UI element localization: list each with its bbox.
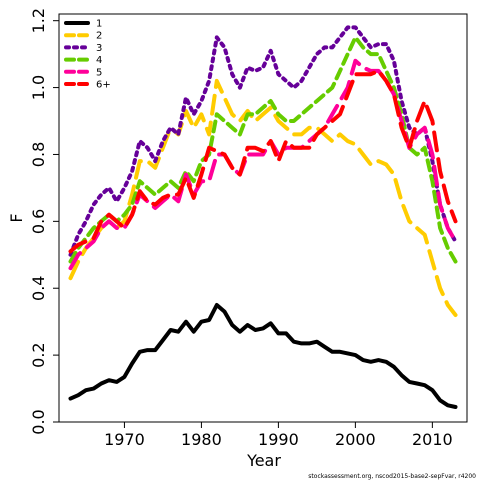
y-tick-label: 1.2 (29, 8, 48, 33)
x-tick-label: 1980 (181, 430, 222, 449)
x-axis: 1970 1980 1990 2000 2010 (104, 422, 453, 449)
x-tick-label: 2010 (412, 430, 453, 449)
y-tick-label: 0.2 (29, 342, 48, 367)
footer-credit: stockassessment.org, nscod2015-base2-sep… (308, 473, 476, 480)
legend-label: 5 (96, 67, 102, 78)
legend-label: 1 (96, 19, 102, 30)
y-tick-label: 0.0 (29, 409, 48, 434)
x-tick-label: 1970 (104, 430, 145, 449)
legend-label: 2 (96, 31, 102, 42)
y-tick-label: 0.6 (29, 209, 48, 234)
y-tick-label: 0.4 (29, 276, 48, 301)
y-axis-title: F (7, 213, 26, 222)
series-layer (68, 25, 458, 409)
series-line-4 (68, 35, 458, 264)
legend-label: 6+ (96, 80, 111, 91)
x-tick-label: 2000 (335, 430, 376, 449)
plot-frame (58, 13, 468, 423)
series-line-6plus (68, 68, 458, 254)
y-tick-label: 1.0 (29, 75, 48, 100)
x-tick-label: 1990 (258, 430, 299, 449)
x-axis-title: Year (246, 451, 281, 470)
series-line-3 (68, 25, 458, 257)
series-line-1 (68, 303, 458, 409)
legend-label: 3 (96, 43, 102, 54)
series-line-2 (68, 78, 458, 317)
y-axis: 0.0 0.2 0.4 0.6 0.8 1.0 1.2 (29, 8, 59, 435)
legend-label: 4 (96, 55, 102, 66)
y-tick-label: 0.8 (29, 142, 48, 167)
